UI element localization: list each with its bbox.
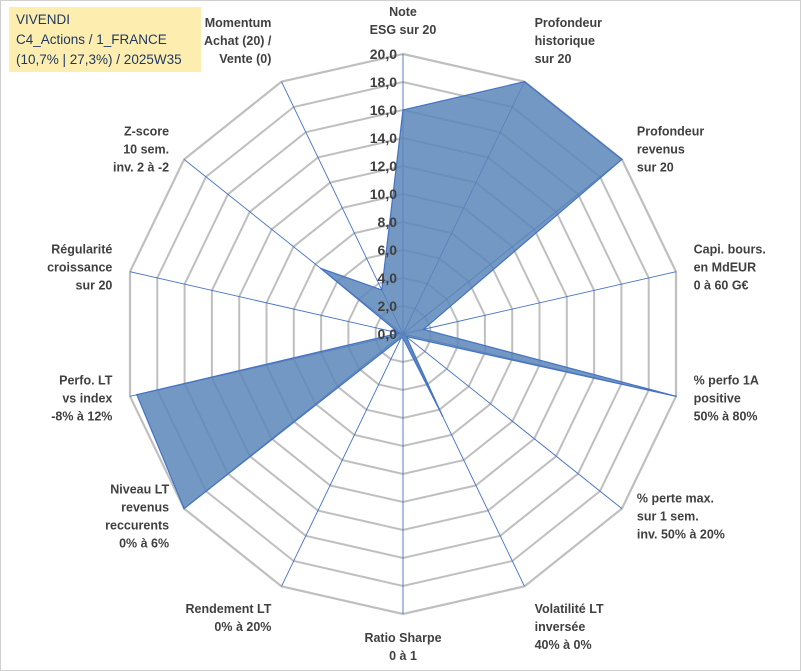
- axis-label-line: Capi. bours.: [694, 243, 766, 257]
- axis-label: Régularité croissance sur 20: [47, 243, 112, 293]
- axis-label-line: ESG sur 20: [370, 23, 437, 37]
- axis-label: % perte max. sur 1 sem. inv. 50% à 20%: [637, 491, 725, 541]
- axis-label-line: % perfo 1A: [694, 373, 759, 387]
- axis-label-line: Rendement LT: [186, 602, 272, 616]
- axis-label-line: sur 20: [535, 52, 572, 66]
- axis-label-line: Note: [389, 5, 417, 19]
- axis-label-line: Volatilité LT: [535, 602, 604, 616]
- axis-label-line: 40% à 0%: [535, 638, 592, 652]
- r-tick-label: 8,0: [378, 214, 398, 230]
- axis-label: Profondeur revenus sur 20: [637, 125, 704, 175]
- axis-label-line: sur 1 sem.: [637, 509, 699, 523]
- axis-spoke: [281, 333, 404, 587]
- axis-label-line: Vente (0): [219, 52, 271, 66]
- r-tick-label: 10,0: [370, 186, 397, 202]
- axis-label-line: Achat (20) /: [204, 34, 272, 48]
- axis-label-line: inv. 50% à 20%: [637, 527, 725, 541]
- data-point: [136, 393, 138, 396]
- data-point: [675, 395, 677, 398]
- radar-axis-labels: Note ESG sur 20 Profondeur historique sur 20…: [47, 5, 766, 663]
- axis-label-line: 10 sem.: [123, 143, 169, 157]
- axis-label: Profondeur historique sur 20: [535, 16, 602, 66]
- axis-label-line: vs index: [62, 391, 112, 405]
- axis-label-line: sur 20: [637, 161, 674, 175]
- axis-label-line: croissance: [47, 261, 112, 275]
- r-tick-label: 16,0: [370, 102, 397, 118]
- data-point: [400, 337, 403, 339]
- r-tick-label: 18,0: [370, 74, 397, 90]
- data-point: [402, 337, 404, 340]
- axis-label: Ratio Sharpe 0 à 1: [364, 631, 441, 663]
- data-point: [441, 415, 444, 417]
- data-point: [402, 109, 404, 111]
- data-point: [320, 267, 322, 270]
- axis-label-line: Régularité: [51, 243, 112, 257]
- chart-subtitle-line-1: C4_Actions / 1_FRANCE: [16, 32, 167, 47]
- axis-label-line: -8% à 12%: [51, 409, 112, 423]
- axis-label: Z-score 10 sem. inv. 2 à -2: [113, 125, 169, 175]
- axis-label-line: 0 à 60 G€: [694, 279, 749, 293]
- axis-label-line: Z-score: [124, 125, 169, 139]
- axis-label-line: historique: [535, 34, 595, 48]
- r-tick-label: 0,0: [378, 326, 398, 342]
- axis-spoke: [129, 271, 404, 335]
- data-point: [405, 335, 408, 338]
- r-tick-label: 14,0: [370, 130, 397, 146]
- axis-label-line: Niveau LT: [110, 482, 169, 496]
- axis-label-line: sur 20: [76, 279, 113, 293]
- data-point: [183, 507, 185, 510]
- axis-label-line: 0 à 1: [389, 649, 417, 663]
- axis-label-line: en MdEUR: [694, 261, 757, 275]
- axis-label-line: Profondeur: [535, 16, 602, 30]
- chart-title-box: VIVENDI C4_Actions / 1_FRANCE (10,7% | 2…: [9, 7, 201, 72]
- data-point: [380, 289, 383, 291]
- axis-label: Rendement LT 0% à 20%: [186, 602, 272, 634]
- axis-label-line: revenus: [121, 500, 169, 514]
- axis-label-line: inv. 2 à -2: [113, 161, 169, 175]
- axis-label-line: % perte max.: [637, 491, 714, 505]
- axis-label-line: Profondeur: [637, 125, 704, 139]
- axis-label: Momentum Achat (20) / Vente (0): [204, 16, 272, 66]
- data-point: [398, 332, 400, 334]
- axis-label-line: 0% à 20%: [214, 620, 271, 634]
- axis-label: Volatilité LT inversée 40% à 0%: [535, 602, 604, 652]
- axis-spoke: [402, 271, 677, 335]
- axis-label-line: Perfo. LT: [59, 373, 113, 387]
- axis-label-line: reccurents: [105, 518, 169, 532]
- axis-label-line: inversée: [535, 620, 586, 634]
- data-point: [422, 328, 425, 331]
- r-tick-label: 4,0: [378, 270, 398, 286]
- axis-label-line: Ratio Sharpe: [364, 631, 441, 645]
- axis-label: Niveau LT revenus reccurents 0% à 6%: [105, 482, 169, 550]
- r-tick-label: 6,0: [378, 242, 398, 258]
- chart-title: VIVENDI: [16, 12, 71, 27]
- radar-series: [135, 80, 677, 510]
- axis-label-line: 50% à 80%: [694, 409, 758, 423]
- axis-label: % perfo 1A positive 50% à 80%: [694, 373, 759, 423]
- axis-label-line: 0% à 6%: [119, 536, 169, 550]
- radar-tick-labels: 0,0 2,0 4,0 6,0 8,0 10,0 12,0 14,0 16,0 18,0 20,0: [370, 46, 397, 342]
- axis-spoke: [402, 333, 623, 509]
- r-tick-label: 12,0: [370, 158, 397, 174]
- axis-label-line: Momentum: [205, 16, 272, 30]
- r-tick-label: 20,0: [370, 46, 397, 62]
- chart-subtitle-line-2: (10,7% | 27,3%) / 2025W35: [16, 52, 182, 67]
- data-point: [523, 80, 526, 83]
- axis-label: Perfo. LT vs index -8% à 12%: [51, 373, 113, 423]
- data-point: [621, 158, 623, 161]
- axis-label-line: positive: [694, 391, 741, 405]
- axis-label: Note ESG sur 20: [370, 5, 437, 37]
- axis-label: Capi. bours. en MdEUR 0 à 60 G€: [694, 243, 766, 293]
- axis-label-line: revenus: [637, 143, 685, 157]
- r-tick-label: 2,0: [378, 298, 398, 314]
